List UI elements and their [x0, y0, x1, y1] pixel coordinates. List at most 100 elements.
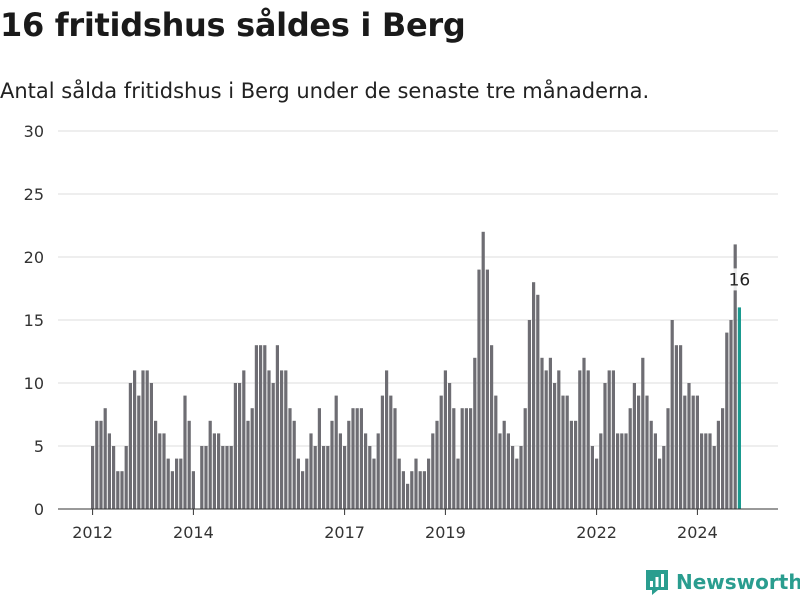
x-tick-label-2014: 2014 — [173, 523, 214, 542]
x-axis-ticks — [92, 509, 698, 515]
bar — [435, 420, 439, 509]
bar — [481, 231, 485, 510]
bar — [397, 458, 401, 509]
bar — [137, 395, 141, 509]
bar — [662, 446, 666, 509]
bar — [691, 395, 695, 509]
bar — [649, 420, 653, 509]
bar — [422, 471, 426, 509]
bar — [326, 446, 330, 509]
bar — [351, 408, 355, 509]
bar — [170, 471, 174, 509]
bar — [124, 446, 128, 509]
bar — [448, 383, 452, 509]
bar — [523, 408, 527, 509]
bar — [368, 446, 372, 509]
bar — [679, 345, 683, 509]
bar — [725, 332, 729, 509]
bar — [502, 420, 506, 509]
bar — [120, 471, 124, 509]
bar — [490, 345, 494, 509]
bar — [704, 433, 708, 509]
bar — [385, 370, 389, 509]
bar — [296, 458, 300, 509]
bar — [242, 370, 246, 509]
bar — [666, 408, 670, 509]
bar — [708, 433, 712, 509]
bar — [674, 345, 678, 509]
bar — [628, 408, 632, 509]
chart-subtitle: Antal sålda fritidshus i Berg under de s… — [0, 79, 650, 103]
y-tick-label-25: 25 — [24, 185, 44, 204]
bar — [569, 420, 573, 509]
bar — [158, 433, 162, 509]
bar — [519, 446, 523, 509]
bar — [599, 433, 603, 509]
bar — [187, 420, 191, 509]
bar — [586, 370, 590, 509]
bar — [250, 408, 254, 509]
bar — [494, 395, 498, 509]
bar — [233, 383, 237, 509]
bar — [175, 458, 179, 509]
bar — [364, 433, 368, 509]
bar — [225, 446, 229, 509]
bar — [498, 433, 502, 509]
bar — [149, 383, 153, 509]
x-tick-label-2024: 2024 — [677, 523, 718, 542]
bar — [263, 345, 267, 509]
bar — [427, 458, 431, 509]
bar — [221, 446, 225, 509]
bar — [254, 345, 258, 509]
bar — [401, 471, 405, 509]
bar — [204, 446, 208, 509]
bar — [485, 269, 489, 509]
x-tick-label-2017: 2017 — [324, 523, 365, 542]
bar — [200, 446, 204, 509]
bar — [99, 420, 103, 509]
bar — [687, 383, 691, 509]
bars — [91, 231, 741, 510]
y-tick-label-0: 0 — [34, 500, 44, 519]
bar — [540, 357, 544, 509]
bar — [246, 420, 250, 509]
bar — [116, 471, 120, 509]
bar — [733, 244, 737, 509]
bar — [553, 383, 557, 509]
newsworthy-logo: Newsworthy — [644, 568, 800, 596]
bar — [632, 383, 636, 509]
bar — [418, 471, 422, 509]
bar — [154, 420, 158, 509]
bar — [578, 370, 582, 509]
bar — [443, 370, 447, 509]
bar — [133, 370, 137, 509]
bar — [267, 370, 271, 509]
bar — [645, 395, 649, 509]
bar — [338, 433, 342, 509]
bar — [317, 408, 321, 509]
bar — [128, 383, 132, 509]
x-axis-labels: 2012 2014 2017 2019 2022 2024 — [72, 523, 718, 542]
bar — [389, 395, 393, 509]
bar — [460, 408, 464, 509]
bar — [284, 370, 288, 509]
brand-name: Newsworthy — [676, 570, 800, 594]
bar — [607, 370, 611, 509]
data-label-latest: 16 — [729, 270, 751, 290]
bar — [700, 433, 704, 509]
bar — [557, 370, 561, 509]
bar — [536, 294, 540, 509]
bar — [410, 471, 414, 509]
bar — [162, 433, 166, 509]
gridlines — [58, 130, 778, 447]
bar — [343, 446, 347, 509]
annotations: 16 — [727, 268, 752, 291]
bar — [532, 282, 536, 509]
bar — [544, 370, 548, 509]
bar — [683, 395, 687, 509]
bar — [355, 408, 359, 509]
bar — [292, 420, 296, 509]
bar — [464, 408, 468, 509]
bar — [91, 446, 95, 509]
bar — [95, 420, 99, 509]
